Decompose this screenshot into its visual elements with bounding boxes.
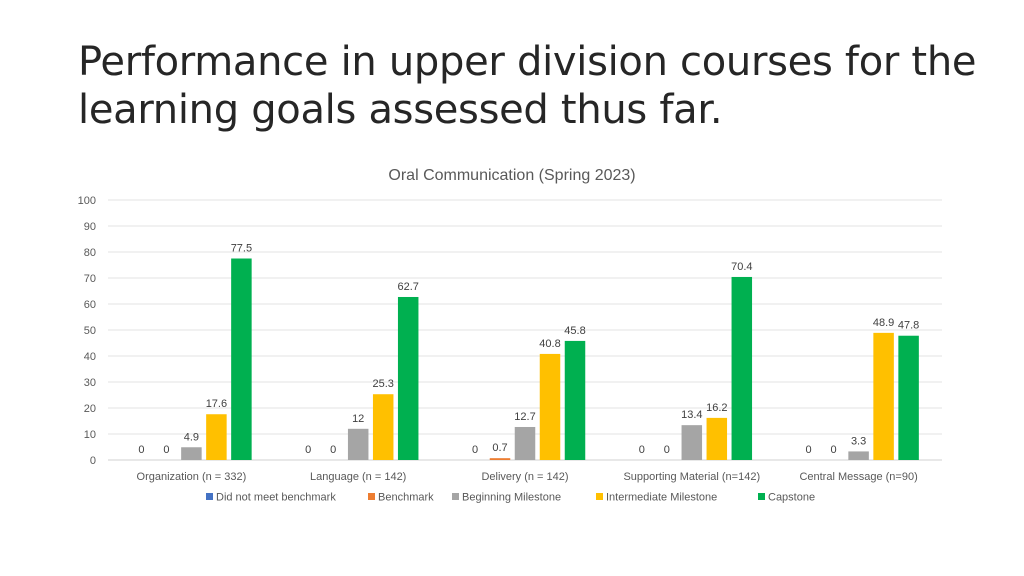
y-tick-label: 60 xyxy=(84,299,96,311)
data-label: 25.3 xyxy=(372,378,393,390)
data-label: 16.2 xyxy=(706,402,727,414)
data-label: 12 xyxy=(352,413,364,425)
chart-title: Oral Communication (Spring 2023) xyxy=(388,167,635,184)
x-tick-label: Language (n = 142) xyxy=(310,471,406,483)
legend-label: Beginning Milestone xyxy=(462,492,561,504)
legend-swatch xyxy=(596,493,603,500)
x-tick-label: Organization (n = 332) xyxy=(137,471,247,483)
bar-beginning-milestone xyxy=(514,426,536,460)
data-label: 0 xyxy=(163,444,169,456)
bar-intermediate-milestone xyxy=(873,332,894,460)
slide-title-line-2: learning goals assessed thus far. xyxy=(78,87,723,133)
legend-label: Did not meet benchmark xyxy=(216,492,336,504)
slide-title-line-1: Performance in upper division courses fo… xyxy=(78,39,977,85)
data-label: 0.7 xyxy=(492,442,507,454)
y-tick-label: 20 xyxy=(84,403,96,415)
data-label: 0 xyxy=(472,444,478,456)
data-label: 40.8 xyxy=(539,338,560,350)
y-tick-label: 30 xyxy=(84,377,96,389)
bar-capstone xyxy=(231,258,252,460)
legend-label: Capstone xyxy=(768,492,815,504)
bar-capstone xyxy=(397,296,419,460)
y-tick-label: 40 xyxy=(84,351,96,363)
data-label: 0 xyxy=(639,444,645,456)
data-label: 48.9 xyxy=(873,317,894,329)
y-tick-label: 0 xyxy=(90,455,96,467)
data-label: 0 xyxy=(330,444,336,456)
data-label: 77.5 xyxy=(231,243,252,255)
data-label: 4.9 xyxy=(184,431,199,443)
legend-swatch xyxy=(758,493,765,500)
legend-label: Intermediate Milestone xyxy=(606,492,717,504)
y-tick-label: 100 xyxy=(78,195,96,207)
data-label: 12.7 xyxy=(514,411,535,423)
legend-swatch xyxy=(368,493,375,500)
x-tick-label: Supporting Material (n=142) xyxy=(623,471,760,483)
bar-capstone xyxy=(898,335,919,460)
data-label: 17.6 xyxy=(206,398,227,410)
y-tick-label: 80 xyxy=(84,247,96,259)
bar-beginning-milestone xyxy=(681,425,703,460)
data-label: 0 xyxy=(664,444,670,456)
data-label: 70.4 xyxy=(731,261,752,273)
legend-swatch xyxy=(452,493,459,500)
bar-intermediate-milestone xyxy=(206,414,227,460)
bar-capstone xyxy=(731,276,753,460)
x-tick-label: Delivery (n = 142) xyxy=(481,471,568,483)
legend-label: Benchmark xyxy=(378,492,434,504)
bar-intermediate-milestone xyxy=(372,394,394,460)
bar-beginning-milestone xyxy=(848,451,869,460)
bar-benchmark xyxy=(489,458,511,460)
y-tick-label: 70 xyxy=(84,273,96,285)
data-label: 3.3 xyxy=(851,435,866,447)
data-label: 0 xyxy=(305,444,311,456)
y-tick-label: 90 xyxy=(84,221,96,233)
x-tick-label: Central Message (n=90) xyxy=(799,471,917,483)
data-label: 45.8 xyxy=(564,325,585,337)
data-label: 0 xyxy=(806,444,812,456)
legend-swatch xyxy=(206,493,213,500)
data-label: 13.4 xyxy=(681,409,702,421)
data-label: 0 xyxy=(138,444,144,456)
data-label: 47.8 xyxy=(898,320,919,332)
slide-title: Performance in upper division courses fo… xyxy=(78,38,978,134)
bar-beginning-milestone xyxy=(347,428,369,460)
y-tick-label: 50 xyxy=(84,325,96,337)
bar-beginning-milestone xyxy=(181,447,202,460)
y-tick-label: 10 xyxy=(84,429,96,441)
data-label: 0 xyxy=(831,444,837,456)
bar-capstone xyxy=(564,340,586,460)
bar-intermediate-milestone xyxy=(539,353,561,460)
data-label: 62.7 xyxy=(397,281,418,293)
bar-intermediate-milestone xyxy=(706,417,728,460)
